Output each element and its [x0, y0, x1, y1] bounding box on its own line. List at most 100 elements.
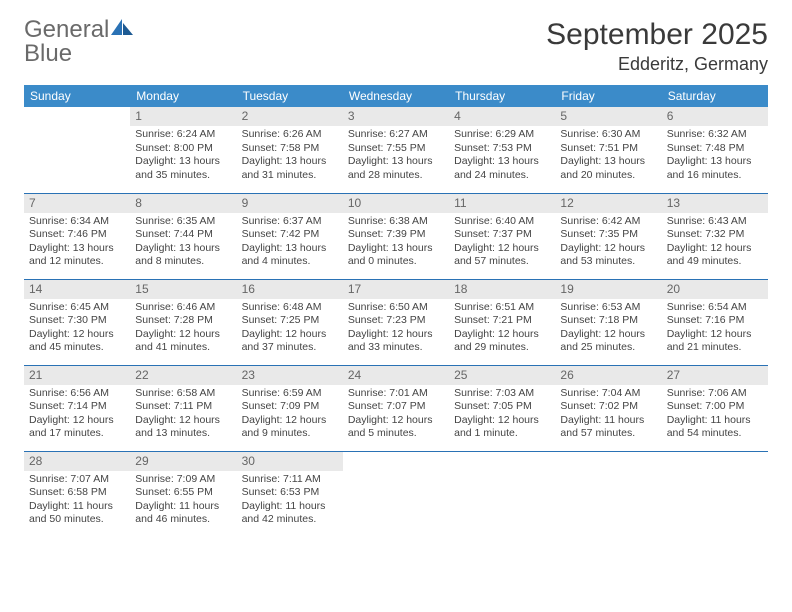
- calendar-day-cell: 22Sunrise: 6:58 AMSunset: 7:11 PMDayligh…: [130, 365, 236, 451]
- day-number: 19: [555, 280, 661, 299]
- daylight-text: Daylight: 12 hours and 1 minute.: [454, 414, 550, 441]
- sail-icon: [111, 19, 133, 37]
- calendar-day-cell: 19Sunrise: 6:53 AMSunset: 7:18 PMDayligh…: [555, 279, 661, 365]
- sunrise-text: Sunrise: 6:58 AM: [135, 387, 231, 400]
- sunrise-text: Sunrise: 6:38 AM: [348, 215, 444, 228]
- calendar-day-cell: 27 Sunrise: 7:06 AMSunset: 7:00 PMDayligh…: [662, 365, 768, 451]
- calendar-day-cell: 3Sunrise: 6:27 AMSunset: 7:55 PMDaylight…: [343, 107, 449, 193]
- calendar-day-cell: 16Sunrise: 6:48 AMSunset: 7:25 PMDayligh…: [237, 279, 343, 365]
- sunset-text: Sunset: 7:25 PM: [242, 314, 338, 327]
- sunrise-text: Sunrise: 6:56 AM: [29, 387, 125, 400]
- daylight-text: Daylight: 12 hours and 5 minutes.: [348, 414, 444, 441]
- sunrise-text: Sunrise: 6:51 AM: [454, 301, 550, 314]
- sunrise-text: Sunrise: 6:43 AM: [667, 215, 763, 228]
- day-number: 26: [555, 366, 661, 385]
- location: Edderitz, Germany: [546, 54, 768, 75]
- sunrise-text: Sunrise: 6:32 AM: [667, 128, 763, 141]
- calendar-day-cell: 11 Sunrise: 6:40 AMSunset: 7:37 PMDayligh…: [449, 193, 555, 279]
- daylight-text: Daylight: 11 hours and 42 minutes.: [242, 500, 338, 527]
- calendar-day-cell: [555, 451, 661, 537]
- daylight-text: Daylight: 12 hours and 9 minutes.: [242, 414, 338, 441]
- sunrise-text: Sunrise: 7:07 AM: [29, 473, 125, 486]
- sunset-text: Sunset: 7:39 PM: [348, 228, 444, 241]
- sunrise-text: Sunrise: 6:48 AM: [242, 301, 338, 314]
- sunrise-text: Sunrise: 7:09 AM: [135, 473, 231, 486]
- logo-text-blue: Blue: [24, 40, 72, 67]
- sunrise-text: Sunrise: 7:03 AM: [454, 387, 550, 400]
- sunrise-text: Sunrise: 6:37 AM: [242, 215, 338, 228]
- sunset-text: Sunset: 7:48 PM: [667, 142, 763, 155]
- daylight-text: Daylight: 12 hours and 13 minutes.: [135, 414, 231, 441]
- calendar-day-cell: 20Sunrise: 6:54 AMSunset: 7:16 PMDayligh…: [662, 279, 768, 365]
- sunset-text: Sunset: 7:00 PM: [667, 400, 763, 413]
- day-number: 18: [449, 280, 555, 299]
- day-number: 30: [237, 452, 343, 471]
- daylight-text: Daylight: 13 hours and 12 minutes.: [29, 242, 125, 269]
- sunset-text: Sunset: 7:44 PM: [135, 228, 231, 241]
- sunset-text: Sunset: 7:30 PM: [29, 314, 125, 327]
- daylight-text: Daylight: 12 hours and 25 minutes.: [560, 328, 656, 355]
- day-number: 13: [662, 194, 768, 213]
- calendar-day-cell: 15Sunrise: 6:46 AMSunset: 7:28 PMDayligh…: [130, 279, 236, 365]
- sunset-text: Sunset: 7:55 PM: [348, 142, 444, 155]
- day-number: 6: [662, 107, 768, 126]
- sunrise-text: Sunrise: 6:40 AM: [454, 215, 550, 228]
- day-number: 27: [662, 366, 768, 385]
- sunset-text: Sunset: 7:16 PM: [667, 314, 763, 327]
- calendar-day-cell: 18Sunrise: 6:51 AMSunset: 7:21 PMDayligh…: [449, 279, 555, 365]
- sunset-text: Sunset: 7:46 PM: [29, 228, 125, 241]
- sunrise-text: Sunrise: 6:46 AM: [135, 301, 231, 314]
- calendar-day-cell: [24, 107, 130, 193]
- sunset-text: Sunset: 7:09 PM: [242, 400, 338, 413]
- calendar-week-row: 1Sunrise: 6:24 AMSunset: 8:00 PMDaylight…: [24, 107, 768, 193]
- daylight-text: Daylight: 12 hours and 29 minutes.: [454, 328, 550, 355]
- day-number: 14: [24, 280, 130, 299]
- sunset-text: Sunset: 7:11 PM: [135, 400, 231, 413]
- sunset-text: Sunset: 7:07 PM: [348, 400, 444, 413]
- sunset-text: Sunset: 7:53 PM: [454, 142, 550, 155]
- weekday-header: Monday: [130, 85, 236, 107]
- calendar-day-cell: 30 Sunrise: 7:11 AMSunset: 6:53 PMDayligh…: [237, 451, 343, 537]
- sunrise-text: Sunrise: 7:01 AM: [348, 387, 444, 400]
- calendar-day-cell: 9Sunrise: 6:37 AMSunset: 7:42 PMDaylight…: [237, 193, 343, 279]
- weekday-header: Tuesday: [237, 85, 343, 107]
- sunrise-text: Sunrise: 6:24 AM: [135, 128, 231, 141]
- calendar-day-cell: 21Sunrise: 6:56 AMSunset: 7:14 PMDayligh…: [24, 365, 130, 451]
- sunrise-text: Sunrise: 7:06 AM: [667, 387, 763, 400]
- sunrise-text: Sunrise: 6:53 AM: [560, 301, 656, 314]
- sunrise-text: Sunrise: 6:26 AM: [242, 128, 338, 141]
- calendar-day-cell: 25Sunrise: 7:03 AMSunset: 7:05 PMDayligh…: [449, 365, 555, 451]
- daylight-text: Daylight: 12 hours and 33 minutes.: [348, 328, 444, 355]
- daylight-text: Daylight: 12 hours and 21 minutes.: [667, 328, 763, 355]
- daylight-text: Daylight: 13 hours and 24 minutes.: [454, 155, 550, 182]
- daylight-text: Daylight: 12 hours and 57 minutes.: [454, 242, 550, 269]
- day-number: 1: [130, 107, 236, 126]
- day-number: 9: [237, 194, 343, 213]
- sunset-text: Sunset: 6:55 PM: [135, 486, 231, 499]
- sunset-text: Sunset: 7:37 PM: [454, 228, 550, 241]
- calendar-day-cell: 23Sunrise: 6:59 AMSunset: 7:09 PMDayligh…: [237, 365, 343, 451]
- sunrise-text: Sunrise: 6:45 AM: [29, 301, 125, 314]
- day-number: 7: [24, 194, 130, 213]
- day-number: 2: [237, 107, 343, 126]
- sunset-text: Sunset: 7:05 PM: [454, 400, 550, 413]
- logo: General Blue: [24, 18, 133, 66]
- daylight-text: Daylight: 13 hours and 35 minutes.: [135, 155, 231, 182]
- sunset-text: Sunset: 7:42 PM: [242, 228, 338, 241]
- sunset-text: Sunset: 7:14 PM: [29, 400, 125, 413]
- calendar-day-cell: 2Sunrise: 6:26 AMSunset: 7:58 PMDaylight…: [237, 107, 343, 193]
- calendar-day-cell: [662, 451, 768, 537]
- day-number: 20: [662, 280, 768, 299]
- daylight-text: Daylight: 11 hours and 57 minutes.: [560, 414, 656, 441]
- sunset-text: Sunset: 6:53 PM: [242, 486, 338, 499]
- calendar-day-cell: 6Sunrise: 6:32 AMSunset: 7:48 PMDaylight…: [662, 107, 768, 193]
- daylight-text: Daylight: 11 hours and 54 minutes.: [667, 414, 763, 441]
- sunrise-text: Sunrise: 7:11 AM: [242, 473, 338, 486]
- daylight-text: Daylight: 11 hours and 50 minutes.: [29, 500, 125, 527]
- daylight-text: Daylight: 13 hours and 31 minutes.: [242, 155, 338, 182]
- sunset-text: Sunset: 8:00 PM: [135, 142, 231, 155]
- sunrise-text: Sunrise: 6:27 AM: [348, 128, 444, 141]
- day-number: 11: [449, 194, 555, 213]
- day-number: 29: [130, 452, 236, 471]
- day-number: 23: [237, 366, 343, 385]
